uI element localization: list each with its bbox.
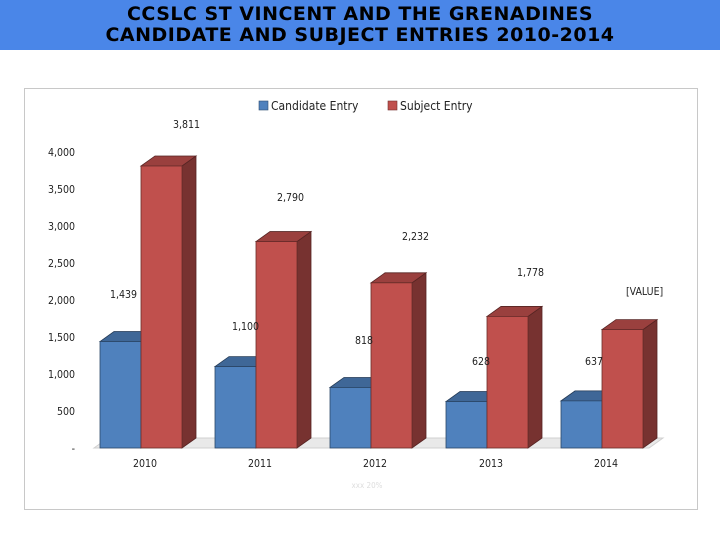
y-tick-label: 2,000 — [48, 295, 75, 307]
x-tick-label: 2012 — [363, 458, 387, 470]
subject-entry-bar-2013 — [486, 316, 529, 449]
y-tick-label: 500 — [57, 406, 75, 418]
subject-entry-bar-2011 — [255, 241, 298, 449]
page-title-line-1: CCSLC ST VINCENT AND THE GRENADINES — [126, 3, 594, 25]
subject-entry-bar-2010 — [140, 165, 183, 449]
data-label: 818 — [355, 335, 373, 347]
data-label: 2,790 — [277, 192, 304, 204]
bar-side-1-2 — [411, 272, 427, 449]
data-label: [VALUE] — [626, 286, 663, 298]
y-tick-label: 4,000 — [48, 147, 75, 159]
x-tick-label: 2014 — [594, 458, 618, 470]
y-tick-label: 1,500 — [48, 332, 75, 344]
y-tick-label: 3,500 — [48, 184, 75, 196]
x-tick-label: 2011 — [248, 458, 272, 470]
legend-swatch-1 — [387, 100, 398, 111]
bar-side-1-3 — [527, 305, 543, 449]
subject-entry-bar-2012 — [370, 282, 413, 449]
data-label: 1,778 — [517, 267, 544, 279]
legend-swatch-0 — [258, 100, 269, 111]
footer-note: xxx 20% — [351, 481, 382, 490]
data-label: 628 — [472, 356, 490, 368]
y-tick-label: - — [72, 443, 75, 455]
legend-label: Subject Entry — [400, 99, 473, 113]
bar-side-1-4 — [642, 318, 658, 449]
title-bar: CCSLC ST VINCENT AND THE GRENADINES CAND… — [0, 0, 720, 50]
y-tick-label: 3,000 — [48, 221, 75, 233]
legend-label: Candidate Entry — [271, 99, 359, 113]
data-label: 2,232 — [402, 231, 429, 243]
y-tick-label: 2,500 — [48, 258, 75, 270]
bar-side-1-1 — [296, 230, 312, 449]
bar-side-1-0 — [181, 155, 197, 449]
data-label: 3,811 — [173, 119, 200, 131]
data-label: 637 — [585, 356, 603, 368]
subject-entry-bar-2014 — [601, 329, 644, 449]
candidate-entry-bar-2011 — [214, 366, 257, 449]
data-label: 1,100 — [232, 321, 259, 333]
page-title-line-2: CANDIDATE AND SUBJECT ENTRIES 2010-2014 — [105, 24, 615, 46]
candidate-entry-bar-2012 — [329, 387, 372, 449]
candidate-entry-bar-2010 — [99, 341, 142, 449]
candidate-entry-bar-2013 — [445, 401, 488, 449]
candidate-entry-bar-2014 — [560, 400, 603, 449]
data-label: 1,439 — [110, 289, 137, 301]
y-tick-label: 1,000 — [48, 369, 75, 381]
x-tick-label: 2010 — [133, 458, 157, 470]
x-tick-label: 2013 — [479, 458, 503, 470]
